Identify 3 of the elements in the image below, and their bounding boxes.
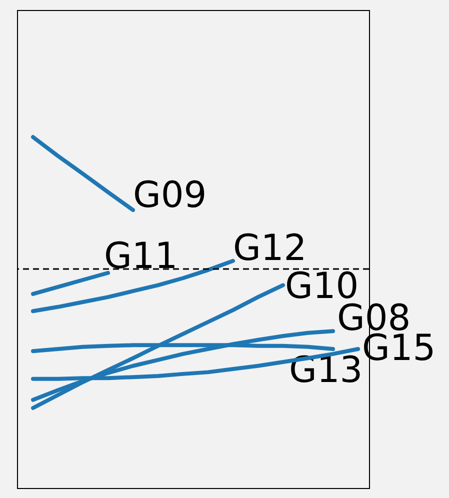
series-label: G11 bbox=[104, 236, 178, 277]
series-label: G09 bbox=[133, 175, 207, 216]
series-label: G12 bbox=[233, 228, 307, 269]
